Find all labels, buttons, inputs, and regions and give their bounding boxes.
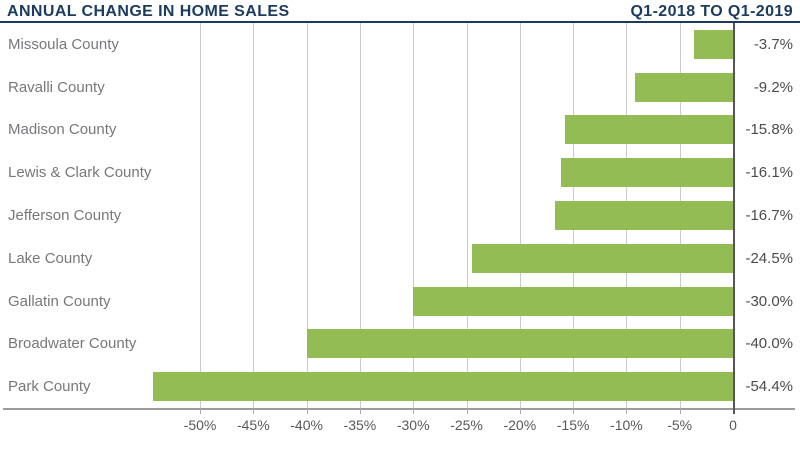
tick-label-35pct: -35% [343, 417, 377, 433]
category-label-lewis-and-clark-county: Lewis & Clark County [8, 164, 152, 182]
bar-madison-county [564, 115, 733, 145]
gridline-20pct [519, 23, 521, 408]
category-label-broadwater-county: Broadwater County [8, 335, 137, 353]
tick-label-25pct: -25% [450, 417, 483, 433]
gridline-40pct [306, 23, 308, 408]
value-label-madison-county: -15.8% [745, 121, 793, 139]
bar-ravalli-county [634, 72, 733, 102]
value-label-missoula-county: -3.7% [753, 35, 793, 53]
gridline-35pct [359, 23, 361, 408]
category-label-missoula-county: Missoula County [8, 35, 119, 53]
tick-mark-20pct [519, 408, 521, 414]
tick-mark-50pct [200, 408, 201, 414]
chart-period: Q1-2018 TO Q1-2019 [630, 3, 793, 20]
tick-label-15pct: -15% [556, 417, 590, 433]
tick-label-5pct: -5% [667, 417, 693, 433]
tick-mark-35pct [359, 408, 361, 414]
chart-title: ANNUAL CHANGE IN HOME SALES [7, 3, 290, 20]
chart-header: ANNUAL CHANGE IN HOME SALES Q1-2018 TO Q… [0, 0, 800, 22]
category-label-jefferson-county: Jefferson County [8, 206, 122, 224]
tick-mark-10pct [626, 408, 628, 414]
value-label-ravalli-county: -9.2% [753, 78, 793, 96]
gridline-45pct [253, 23, 255, 408]
bar-missoula-county [693, 29, 733, 59]
category-label-lake-county: Lake County [8, 249, 93, 267]
tick-mark-5pct [679, 408, 681, 414]
tick-label-0: 0 [729, 417, 737, 433]
tick-label-10pct: -10% [610, 417, 643, 433]
tick-label-40pct: -40% [290, 417, 323, 433]
bar-lewis-and-clark-county [561, 158, 733, 188]
tick-label-45pct: -45% [236, 417, 270, 433]
zero-axis-line [733, 23, 735, 414]
bar-lake-county [471, 243, 733, 273]
category-label-park-county: Park County [8, 378, 91, 396]
tick-mark-40pct [306, 408, 308, 414]
tick-label-20pct: -20% [503, 417, 537, 433]
value-label-lewis-and-clark-county: -16.1% [745, 164, 793, 182]
bar-jefferson-county [554, 201, 733, 230]
tick-mark-30pct [413, 408, 415, 414]
tick-mark-45pct [253, 408, 255, 414]
value-label-jefferson-county: -16.7% [745, 206, 793, 224]
gridline-25pct [466, 23, 468, 408]
category-label-ravalli-county: Ravalli County [8, 78, 105, 96]
gridline-30pct [413, 23, 415, 408]
value-label-park-county: -54.4% [745, 378, 793, 396]
value-label-broadwater-county: -40.0% [745, 335, 793, 353]
x-axis-line [3, 408, 795, 410]
tick-mark-25pct [466, 408, 468, 414]
tick-mark-15pct [573, 408, 575, 414]
tick-label-30pct: -30% [396, 417, 430, 433]
value-label-gallatin-county: -30.0% [745, 292, 793, 310]
bar-broadwater-county [306, 329, 733, 359]
category-label-gallatin-county: Gallatin County [8, 292, 111, 310]
bar-gallatin-county [413, 286, 733, 316]
value-label-lake-county: -24.5% [745, 249, 793, 267]
tick-label-50pct: -50% [183, 417, 217, 433]
category-label-madison-county: Madison County [8, 121, 117, 139]
header-divider [0, 21, 800, 23]
gridline-50pct [200, 23, 201, 408]
bar-park-county [153, 372, 733, 402]
